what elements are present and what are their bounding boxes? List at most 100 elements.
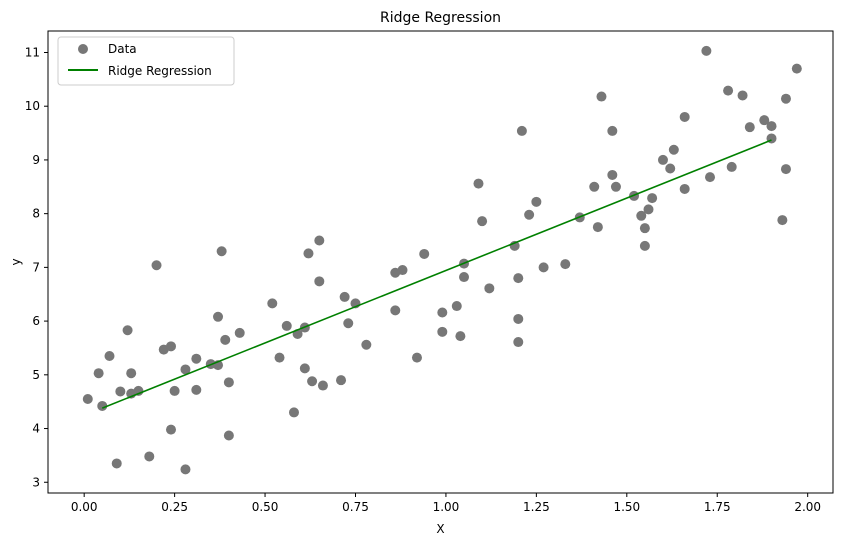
- data-point: [723, 85, 734, 96]
- data-point: [191, 384, 202, 395]
- data-point: [679, 183, 690, 194]
- data-point: [213, 311, 224, 322]
- y-tick-label: 5: [32, 368, 40, 382]
- legend-label-ridge-regression: Ridge Regression: [108, 64, 212, 78]
- y-tick-label: 10: [25, 99, 40, 113]
- data-point: [759, 115, 770, 126]
- data-point: [267, 298, 278, 309]
- data-point: [104, 351, 115, 362]
- data-point: [97, 400, 108, 411]
- data-point: [223, 377, 234, 388]
- data-point: [524, 209, 535, 220]
- plot-area: [47, 30, 834, 494]
- data-point: [361, 339, 372, 350]
- y-axis-label: y: [9, 258, 23, 265]
- data-point: [780, 164, 791, 175]
- y-tick-label: 4: [32, 422, 40, 436]
- data-point: [777, 215, 788, 226]
- data-point: [191, 353, 202, 364]
- x-tick-label: 1.50: [613, 500, 640, 514]
- x-tick-label: 0.50: [252, 500, 279, 514]
- legend-data-marker: [78, 44, 88, 54]
- data-point: [343, 318, 354, 329]
- data-point: [473, 178, 484, 189]
- data-point: [317, 380, 328, 391]
- data-point: [390, 305, 401, 316]
- data-point: [151, 260, 162, 271]
- y-tick-label: 11: [25, 45, 40, 59]
- y-tick-label: 9: [32, 153, 40, 167]
- y-tick-label: 8: [32, 207, 40, 221]
- data-point: [115, 386, 126, 397]
- data-point: [144, 451, 155, 462]
- plot-frame: [47, 30, 834, 494]
- data-point: [701, 45, 712, 56]
- ridge-regression-line: [101, 139, 772, 409]
- data-point: [82, 393, 93, 404]
- data-point: [513, 313, 524, 324]
- data-point: [516, 125, 527, 136]
- data-points: [82, 45, 802, 475]
- x-axis-label: X: [436, 522, 444, 536]
- x-tick-label: 0.00: [71, 500, 98, 514]
- data-point: [126, 368, 137, 379]
- data-point: [679, 111, 690, 122]
- data-point: [560, 259, 571, 270]
- data-point: [122, 325, 133, 336]
- data-point: [314, 276, 325, 287]
- data-point: [459, 272, 470, 283]
- data-point: [455, 331, 466, 342]
- data-point: [484, 283, 495, 294]
- data-point: [766, 121, 777, 132]
- data-point: [299, 363, 310, 374]
- x-tick-label: 2.00: [794, 500, 821, 514]
- data-point: [737, 90, 748, 101]
- x-tick-label: 0.75: [342, 500, 369, 514]
- data-point: [791, 63, 802, 74]
- data-point: [93, 368, 104, 379]
- data-point: [336, 375, 347, 386]
- data-point: [639, 240, 650, 251]
- data-point: [339, 291, 350, 302]
- data-point: [636, 210, 647, 221]
- x-tick-label: 0.25: [161, 500, 188, 514]
- data-point: [744, 122, 755, 133]
- regression-line-group: [101, 139, 772, 409]
- data-point: [223, 430, 234, 441]
- chart-title: Ridge Regression: [380, 10, 501, 26]
- data-point: [314, 235, 325, 246]
- data-point: [234, 327, 245, 338]
- legend: Data Ridge Regression: [57, 36, 235, 86]
- data-point: [780, 93, 791, 104]
- legend-label-data: Data: [108, 42, 137, 56]
- data-point: [180, 464, 191, 475]
- y-tick-label: 3: [32, 475, 40, 489]
- data-point: [216, 246, 227, 257]
- y-tick-label: 7: [32, 260, 40, 274]
- data-point: [592, 222, 603, 233]
- data-point: [437, 326, 448, 337]
- data-point: [513, 273, 524, 284]
- data-point: [657, 154, 668, 165]
- y-axis-ticks: 3 4 5 6 7 8 9 10 11: [25, 45, 48, 489]
- x-tick-label: 1.00: [433, 500, 460, 514]
- data-point: [589, 181, 600, 192]
- data-point: [705, 172, 716, 183]
- data-point: [607, 125, 618, 136]
- data-point: [220, 334, 231, 345]
- data-point: [538, 262, 549, 273]
- data-point: [165, 341, 176, 352]
- data-point: [610, 181, 621, 192]
- data-point: [169, 385, 180, 396]
- data-point: [303, 248, 314, 259]
- data-point: [531, 196, 542, 207]
- data-point: [513, 337, 524, 348]
- data-point: [111, 458, 122, 469]
- data-point: [307, 376, 318, 387]
- data-point: [668, 144, 679, 155]
- data-point: [643, 204, 654, 215]
- legend-box: [57, 36, 235, 86]
- data-point: [274, 352, 285, 363]
- data-point: [477, 216, 488, 227]
